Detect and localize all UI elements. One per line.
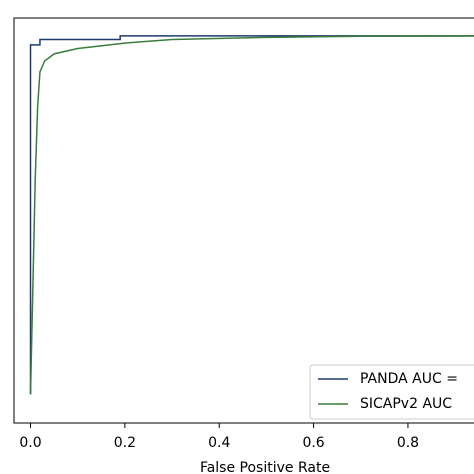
x-tick-label: 0.8 — [397, 435, 419, 451]
roc-line — [29, 35, 474, 395]
x-tick-label: 0.2 — [114, 435, 136, 451]
x-tick-label: 0.6 — [302, 435, 324, 451]
x-tick-label: 0.0 — [19, 435, 41, 451]
x-axis-label: False Positive Rate — [200, 460, 330, 474]
plot-frame — [13, 17, 474, 424]
roc-line — [29, 35, 474, 395]
legend-box — [309, 364, 474, 420]
legend-label: PANDA AUC = — [360, 371, 458, 387]
x-tick-label: 0.4 — [208, 435, 230, 451]
legend-label: SICAPv2 AUC — [360, 396, 452, 412]
